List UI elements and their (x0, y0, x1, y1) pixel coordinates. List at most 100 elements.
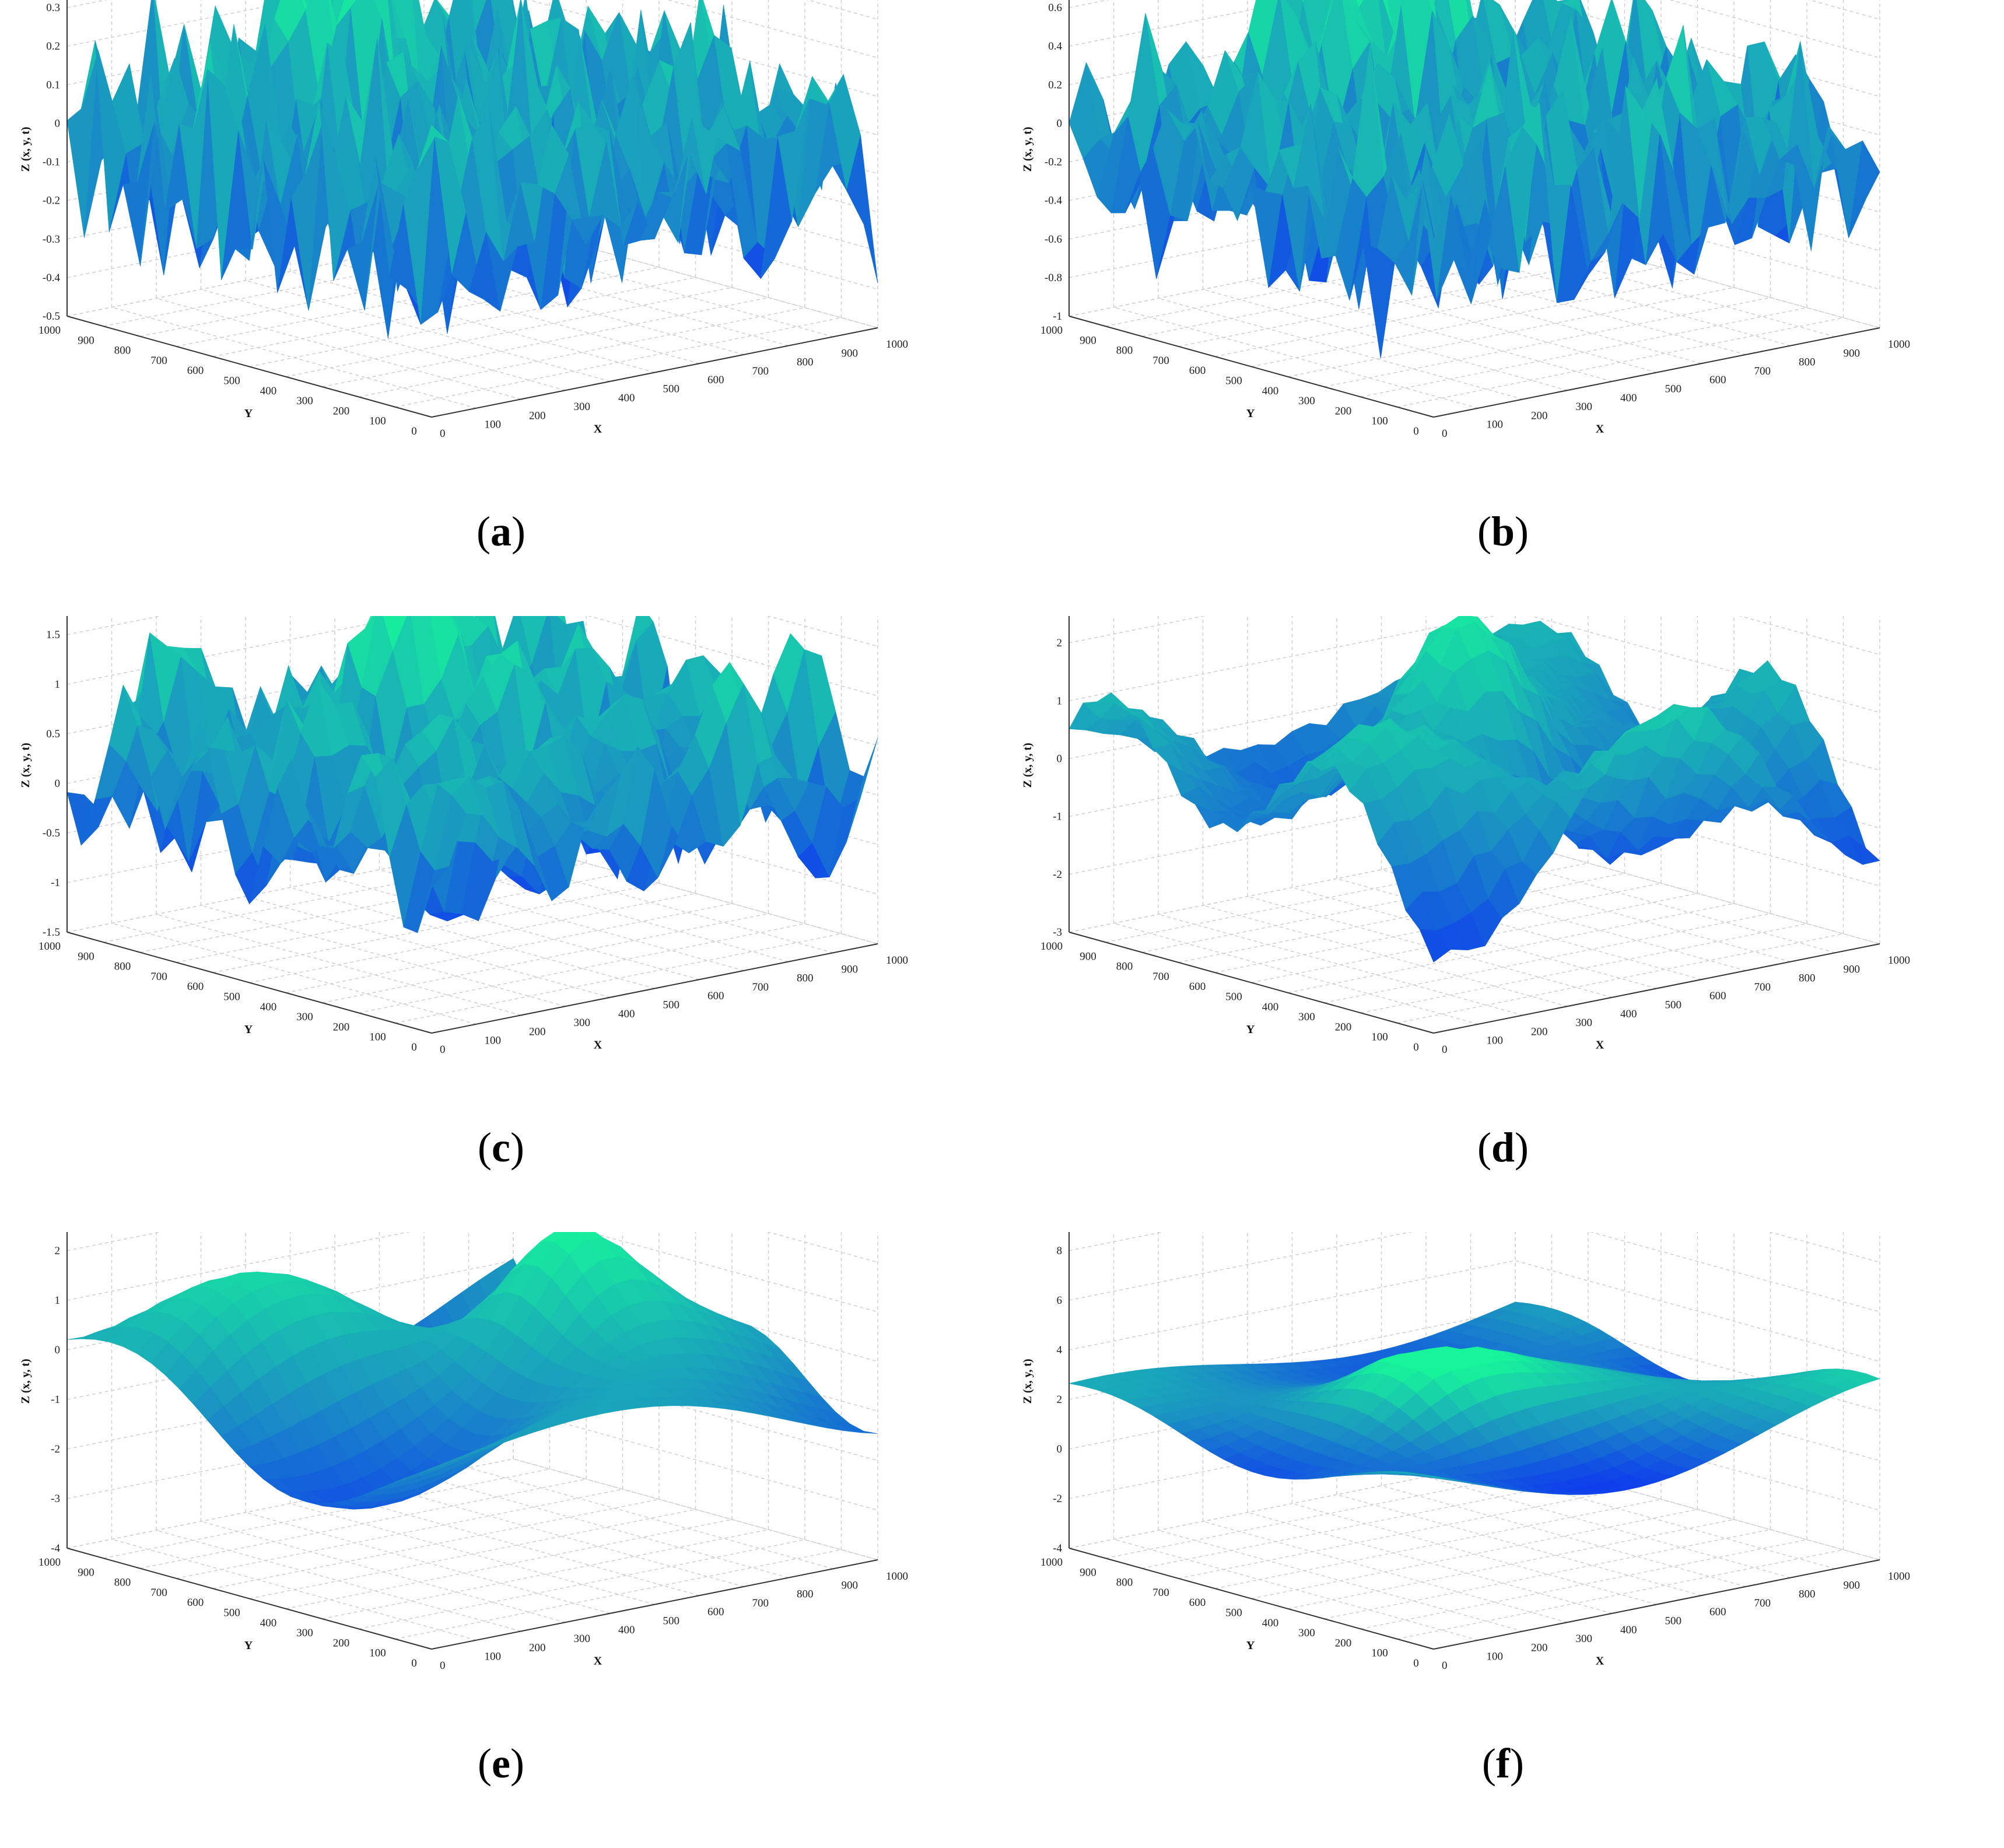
surface-mesh (1068, 616, 1880, 963)
panel-caption: (e) (478, 1740, 524, 1787)
grid-line (66, 1409, 878, 1511)
y-tick-label: 800 (1116, 345, 1133, 357)
z-tick-label: -0.4 (43, 272, 61, 284)
x-axis-label: X (1596, 1654, 1604, 1667)
x-axis-line (1433, 943, 1880, 1034)
panel-caption: (f) (1482, 1740, 1524, 1787)
z-tick-label: -2 (51, 1443, 60, 1455)
x-tick-label: 0 (1442, 1660, 1448, 1672)
grid-line (322, 913, 769, 1003)
y-tick-label: 1000 (1040, 1556, 1063, 1569)
y-tick-label: 100 (369, 415, 386, 428)
y-axis-line (66, 932, 432, 1034)
y-tick-label: 0 (1413, 1041, 1419, 1054)
grid-line (176, 1489, 623, 1579)
y-axis-line (1068, 1548, 1434, 1650)
grid-line (66, 793, 878, 895)
y-axis-line (66, 1548, 432, 1650)
surface-plot-a: 0 100 200 300 400 500 600 700 800 900 1000 0 100 200 3… (19, 0, 908, 440)
x-tick-label: 1000 (886, 338, 908, 351)
grid-line (66, 0, 878, 97)
grid-line (1068, 1232, 1880, 1312)
z-tick-label: -0.8 (1045, 272, 1062, 284)
grid-line (395, 933, 842, 1024)
grid-line (1397, 317, 1844, 408)
grid-line (1336, 262, 1702, 364)
grid-line (1178, 257, 1625, 347)
grid-line (66, 226, 878, 328)
x-tick-label: 800 (1799, 356, 1816, 369)
surface-mesh (66, 0, 878, 338)
y-tick-label: 300 (1298, 1011, 1315, 1023)
surface-plot-d: 0 100 200 300 400 500 600 700 800 900 1000 0 100 200 3… (1021, 616, 1910, 1056)
grid-line (1287, 1519, 1735, 1609)
y-tick-label: 100 (1371, 1031, 1388, 1044)
x-axis-label: X (594, 422, 602, 435)
grid-line (1068, 1409, 1880, 1511)
grid-line (423, 1476, 789, 1578)
z-tick-label: 4 (1057, 1344, 1063, 1356)
grid-line (358, 307, 805, 398)
y-tick-label: 900 (1080, 950, 1096, 963)
y-tick-label: 500 (223, 375, 240, 387)
grid-line (1324, 913, 1771, 1003)
grid-line (1336, 1494, 1702, 1596)
x-tick-label: 700 (1754, 1597, 1771, 1609)
grid-line (1068, 188, 1880, 290)
grid-line (1178, 1489, 1625, 1579)
grid-line (249, 892, 696, 984)
y-tick-label: 0 (1413, 1657, 1419, 1670)
x-tick-label: 0 (440, 1660, 446, 1672)
x-tick-label: 0 (1442, 1044, 1448, 1056)
x-tick-label: 100 (1487, 419, 1504, 431)
grid-line (1360, 1539, 1807, 1630)
surface-plot-e: 0 100 200 300 400 500 600 700 800 900 1000 0 100 200 3… (19, 1232, 908, 1672)
grid-line (1068, 0, 1880, 58)
y-axis-label: Y (1246, 1639, 1255, 1652)
y-tick-label: 1000 (38, 940, 61, 953)
y-tick-label: 400 (260, 385, 277, 397)
grid-line (66, 616, 878, 696)
z-tick-label: 1 (55, 678, 61, 691)
x-tick-label: 700 (1754, 365, 1771, 377)
y-tick-label: 100 (1371, 1647, 1388, 1660)
grid-line (1397, 1549, 1844, 1640)
grid-line (1336, 878, 1702, 980)
z-tick-label: 0.2 (1048, 79, 1062, 91)
x-tick-label: 700 (752, 1597, 769, 1609)
y-tick-label: 800 (114, 1577, 131, 1589)
grid-line (1397, 933, 1844, 1024)
y-tick-label: 600 (187, 981, 204, 993)
y-tick-label: 200 (1335, 405, 1352, 417)
x-axis-line (1433, 327, 1880, 418)
panel-caption: (c) (478, 1124, 524, 1171)
grid-line (1214, 1499, 1662, 1589)
caption-letter: b (1491, 508, 1515, 555)
grid-line (358, 923, 805, 1014)
y-tick-label: 700 (1152, 355, 1169, 367)
y-axis-label: Y (1246, 407, 1255, 420)
y-tick-label: 1000 (38, 324, 61, 337)
x-tick-label: 800 (1799, 1588, 1816, 1601)
y-tick-label: 100 (369, 1647, 386, 1660)
x-tick-label: 700 (752, 365, 769, 377)
x-tick-label: 500 (1665, 999, 1682, 1012)
y-tick-label: 300 (296, 1011, 313, 1023)
z-tick-label: -4 (1053, 1542, 1062, 1555)
y-tick-label: 800 (114, 345, 131, 357)
z-axis-label: Z (x, y, t) (19, 743, 32, 788)
x-tick-label: 500 (1665, 383, 1682, 396)
grid-line (139, 1478, 587, 1569)
x-tick-label: 800 (797, 1588, 814, 1601)
caption-letter: a (491, 508, 511, 555)
z-tick-label: 1 (1057, 695, 1063, 707)
panel-caption: (b) (1477, 508, 1529, 555)
x-axis-line (431, 1559, 878, 1650)
y-tick-label: 400 (1262, 385, 1279, 397)
y-tick-label: 500 (223, 1607, 240, 1619)
x-tick-label: 400 (1620, 1008, 1637, 1020)
surface-mesh (66, 1232, 878, 1510)
y-tick-label: 500 (1225, 375, 1242, 387)
y-tick-label: 300 (296, 395, 313, 407)
grid-line (334, 1494, 700, 1596)
